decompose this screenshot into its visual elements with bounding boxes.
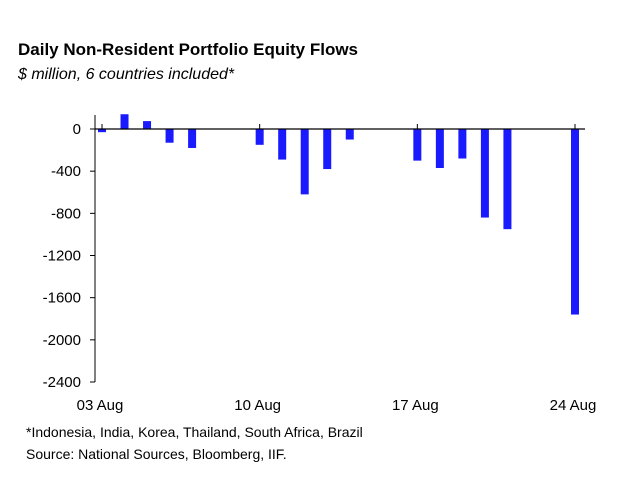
bar xyxy=(98,129,106,133)
countries-footnote: *Indonesia, India, Korea, Thailand, Sout… xyxy=(26,424,363,440)
bar xyxy=(255,129,264,145)
x-tick-label: 03 Aug xyxy=(77,397,124,414)
bars xyxy=(98,114,579,315)
bar xyxy=(323,129,332,170)
x-tick-label: 10 Aug xyxy=(234,397,281,414)
y-axis: 0 -400 -800 -1200 -1600 -2000 -2400 xyxy=(43,115,96,391)
x-tick-label: 24 Aug xyxy=(550,397,597,414)
bar xyxy=(278,129,287,160)
bar xyxy=(188,129,197,148)
bar xyxy=(345,129,354,140)
y-tick-label: 0 xyxy=(73,121,81,138)
y-tick-label: -800 xyxy=(51,205,81,222)
bar xyxy=(503,129,512,230)
x-axis: 03 Aug 10 Aug 17 Aug 24 Aug xyxy=(77,124,597,414)
y-tick-label: -1200 xyxy=(43,248,81,265)
bar xyxy=(143,121,152,129)
bar xyxy=(120,114,129,129)
bar xyxy=(571,129,579,315)
x-tick-label: 17 Aug xyxy=(392,397,439,414)
y-tick-label: -2400 xyxy=(43,374,81,391)
y-tick-label: -400 xyxy=(51,163,81,180)
chart-title: Daily Non-Resident Portfolio Equity Flow… xyxy=(18,40,359,59)
bar xyxy=(480,129,489,218)
bar xyxy=(435,129,444,169)
bar xyxy=(300,129,309,195)
source-footnote: Source: National Sources, Bloomberg, IIF… xyxy=(26,446,287,462)
chart-subtitle: $ million, 6 countries included* xyxy=(18,66,235,83)
bar xyxy=(413,129,422,161)
bar xyxy=(458,129,467,159)
y-tick-label: -1600 xyxy=(43,290,81,307)
bar xyxy=(165,129,174,143)
y-tick-label: -2000 xyxy=(43,332,81,349)
